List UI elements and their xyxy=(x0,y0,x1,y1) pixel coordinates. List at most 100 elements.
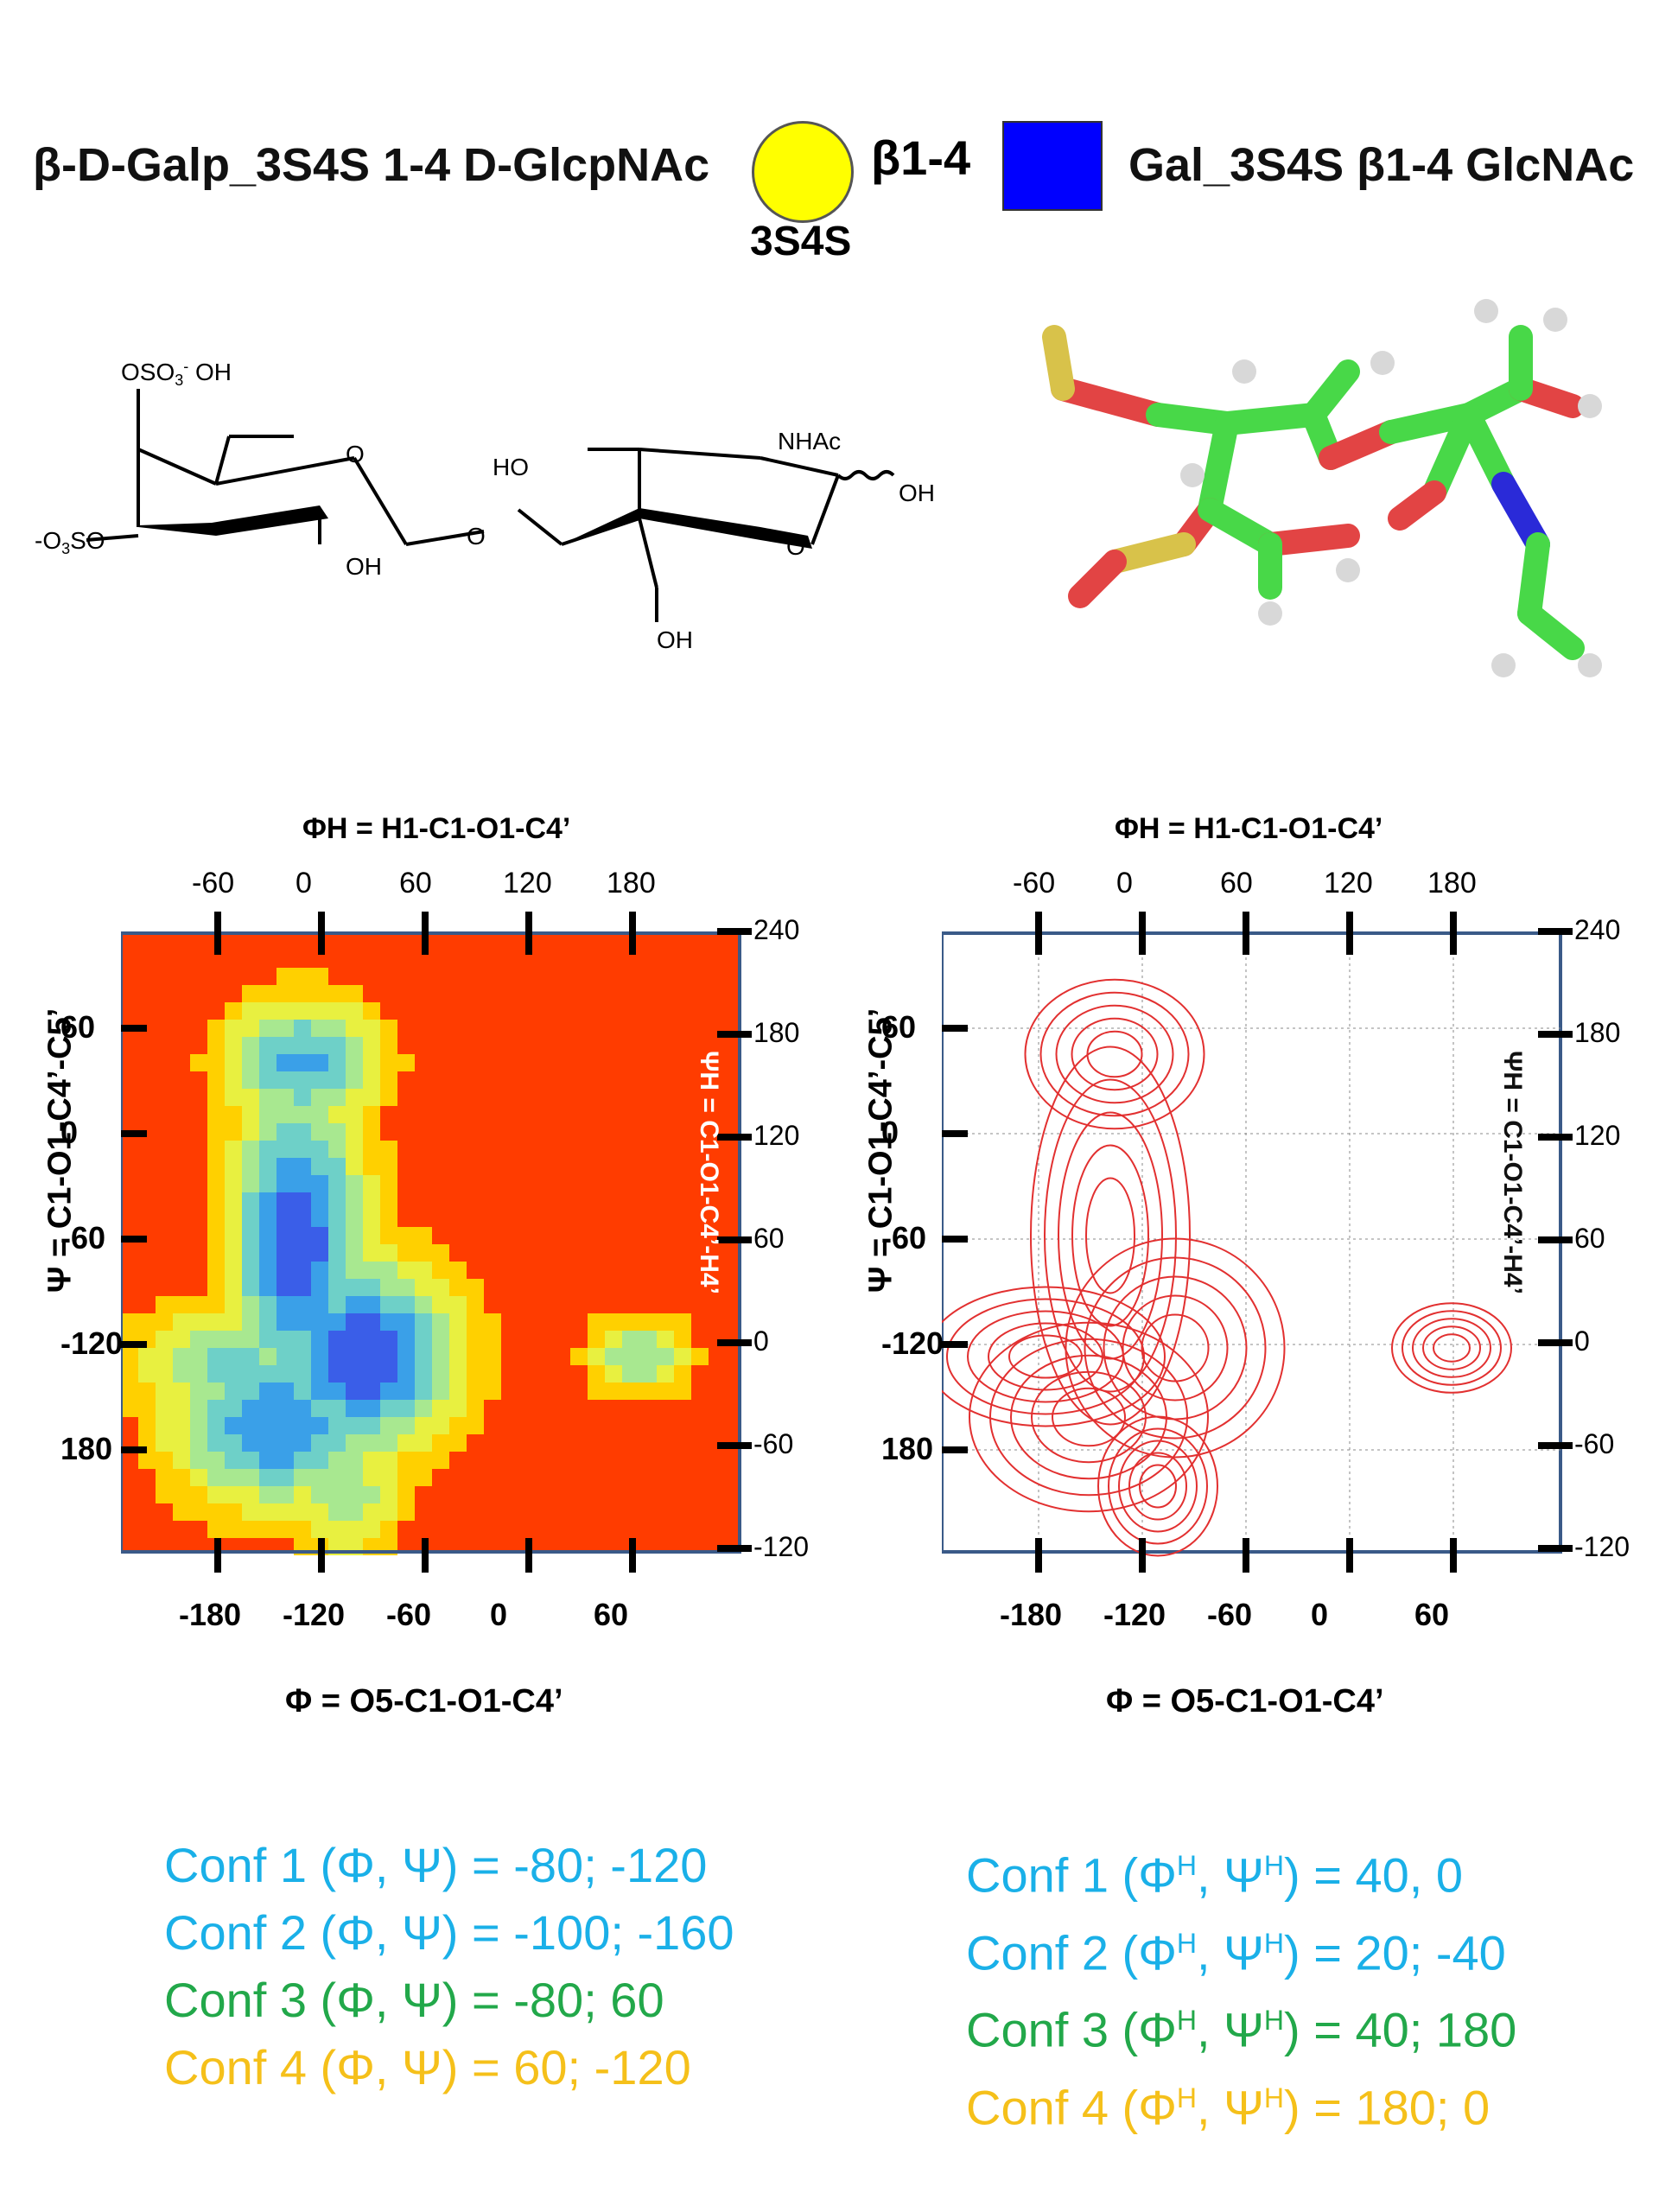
heatmap-cell xyxy=(328,1262,346,1279)
heatmap-cell xyxy=(432,1348,449,1365)
heatmap-cell xyxy=(328,1106,346,1123)
heatmap-cell xyxy=(173,1400,190,1417)
heatmap-cell xyxy=(276,1452,294,1469)
heatmap-cell xyxy=(363,1331,380,1348)
heatmap-cell xyxy=(639,1331,657,1348)
heatmap-cell xyxy=(259,1020,276,1037)
heatmap-cell xyxy=(346,1106,363,1123)
heatmap-cell xyxy=(156,1296,173,1313)
heatmap-cell xyxy=(207,1486,225,1503)
heatmap-cell xyxy=(449,1348,467,1365)
heatmap-cell xyxy=(276,1279,294,1296)
heatmap-cell xyxy=(173,1296,190,1313)
heatmap-cell xyxy=(276,1331,294,1348)
svg-text:HO: HO xyxy=(493,454,529,480)
bottom-tick-label: -180 xyxy=(179,1597,242,1632)
heatmap-cell xyxy=(346,1296,363,1313)
heatmap-cell xyxy=(259,1365,276,1382)
heatmap-cell xyxy=(605,1365,622,1382)
heatmap-cell xyxy=(207,1227,225,1244)
heatmap-cell xyxy=(259,985,276,1002)
heatmap-cell xyxy=(156,1365,173,1382)
heatmap-cell xyxy=(190,1382,207,1400)
heatmap-cell xyxy=(311,1123,328,1141)
heatmap-cell xyxy=(259,1141,276,1158)
heatmap-cell xyxy=(328,1192,346,1210)
bottom-tick-label: 0 xyxy=(1311,1597,1329,1632)
left-tick-label: 0 xyxy=(881,1115,899,1150)
heatmap-cell xyxy=(207,1348,225,1365)
heatmap-cell xyxy=(397,1400,415,1417)
heatmap-cell xyxy=(588,1382,605,1400)
heatmap-cell xyxy=(276,1486,294,1503)
heatmap-cell xyxy=(138,1365,156,1382)
heatmap-cell xyxy=(622,1382,639,1400)
heatmap-cell xyxy=(311,1054,328,1071)
heatmap-cell xyxy=(242,1503,259,1521)
bottom-tick-label: -60 xyxy=(1207,1597,1253,1632)
heatmap-cell xyxy=(294,985,311,1002)
heatmap-cell xyxy=(276,1020,294,1037)
heatmap-cell xyxy=(432,1244,449,1262)
contour-chart xyxy=(942,912,1573,1573)
heatmap-cell xyxy=(397,1417,415,1434)
heatmap-cell xyxy=(346,1123,363,1141)
heatmap-cell xyxy=(328,1417,346,1434)
right-tick-label: 60 xyxy=(1574,1223,1605,1254)
heatmap-cell xyxy=(242,1382,259,1400)
contour-line xyxy=(1044,1078,1177,1393)
heatmap-cell xyxy=(311,1020,328,1037)
heatmap-cell xyxy=(225,1037,242,1054)
bottom-tick-label: -60 xyxy=(386,1597,432,1632)
heatmap-cell xyxy=(242,1141,259,1158)
heatmap-cell xyxy=(242,1521,259,1538)
svg-text:OH: OH xyxy=(346,553,382,580)
heatmap-cell xyxy=(276,1175,294,1192)
heatmap-cell xyxy=(242,1227,259,1244)
chemical-structure-diagram: OSO3- OH O -O3SO OH O HO NHAc OH O OH xyxy=(35,358,935,653)
heatmap-cell xyxy=(294,1089,311,1106)
heatmap-cell xyxy=(622,1331,639,1348)
heatmap-cell xyxy=(588,1313,605,1331)
heatmap-cell xyxy=(190,1469,207,1486)
contour-line xyxy=(946,1298,1145,1415)
heatmap-cell xyxy=(276,1296,294,1313)
heatmap-cell xyxy=(346,1313,363,1331)
heatmap-cell xyxy=(432,1279,449,1296)
heatmap-cell xyxy=(276,1002,294,1020)
heatmap-cell xyxy=(156,1434,173,1452)
heatmap-cell xyxy=(242,1313,259,1331)
heatmap-cell xyxy=(207,1400,225,1417)
heatmap-cell xyxy=(484,1365,501,1382)
heatmap-cell xyxy=(294,1382,311,1400)
heatmap-cell xyxy=(397,1486,415,1503)
heatmap-cell xyxy=(190,1434,207,1452)
heatmap-cell xyxy=(242,1452,259,1469)
heatmap-cell xyxy=(207,1071,225,1089)
heatmap-cell xyxy=(259,1313,276,1331)
heatmap-cell xyxy=(328,1400,346,1417)
heatmap-cell xyxy=(173,1503,190,1521)
heatmap-cell xyxy=(156,1331,173,1348)
heatmap-cell xyxy=(449,1262,467,1279)
heatmap-cell xyxy=(311,1262,328,1279)
heatmap-cell xyxy=(225,1123,242,1141)
heatmap-cell xyxy=(121,1400,138,1417)
heatmap-cell xyxy=(639,1382,657,1400)
heatmap-cell xyxy=(294,1071,311,1089)
heatmap-cell xyxy=(380,1417,397,1434)
heatmap-cell xyxy=(225,1348,242,1365)
heatmap-cell xyxy=(276,1227,294,1244)
top-axis-title-left: ΦH = H1-C1-O1-C4’ xyxy=(302,812,571,845)
heatmap-cell xyxy=(432,1382,449,1400)
heatmap-cell xyxy=(156,1469,173,1486)
heatmap-cell xyxy=(363,1192,380,1210)
heatmap-cell xyxy=(605,1348,622,1365)
heatmap-cell xyxy=(397,1244,415,1262)
heatmap-cell xyxy=(294,1227,311,1244)
heatmap-cell xyxy=(363,1227,380,1244)
heatmap-cell xyxy=(328,1020,346,1037)
heatmap-cell xyxy=(415,1262,432,1279)
heatmap-cell xyxy=(467,1348,484,1365)
heatmap-cell xyxy=(225,1002,242,1020)
